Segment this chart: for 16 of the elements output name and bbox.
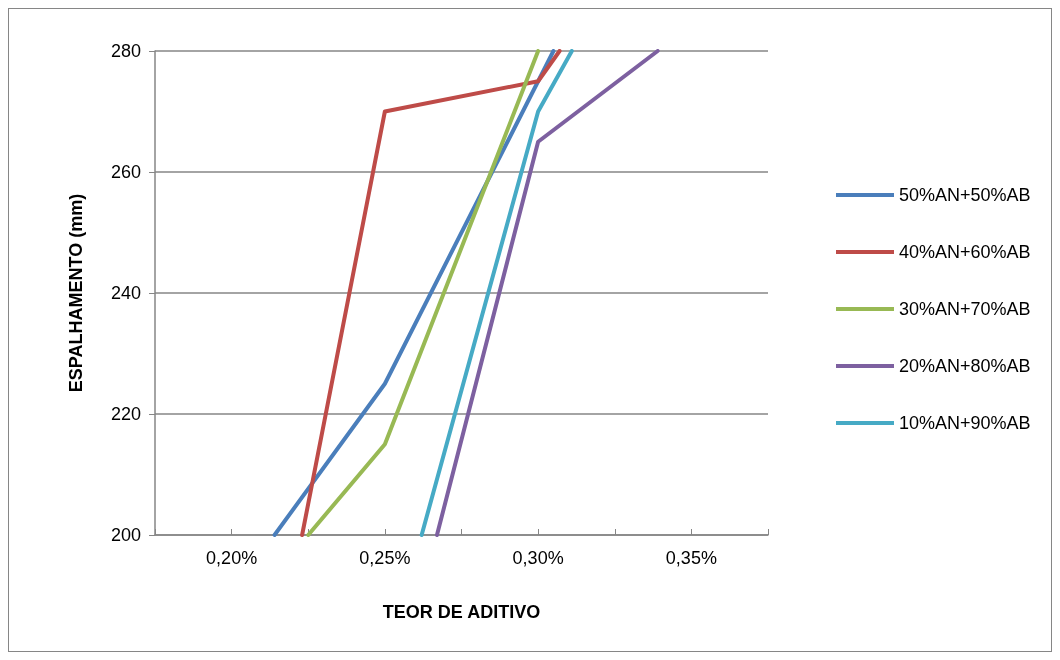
x-tick-label: 0,30% bbox=[512, 548, 564, 568]
legend-label: 30%AN+70%AB bbox=[899, 299, 1031, 319]
x-axis-title: TEOR DE ADITIVO bbox=[382, 602, 541, 622]
x-tick-label: 0,25% bbox=[359, 548, 411, 568]
legend-label: 10%AN+90%AB bbox=[899, 413, 1031, 433]
x-tick-label: 0,35% bbox=[665, 548, 717, 568]
y-tick-label: 220 bbox=[110, 404, 141, 424]
y-tick-label: 200 bbox=[110, 525, 141, 545]
x-tick-label: 0,20% bbox=[206, 548, 258, 568]
legend-label: 20%AN+80%AB bbox=[899, 356, 1031, 376]
y-tick-label: 280 bbox=[110, 41, 141, 61]
legend-label: 40%AN+60%AB bbox=[899, 242, 1031, 262]
y-tick-label: 260 bbox=[110, 162, 141, 182]
y-axis-title: ESPALHAMENTO (mm) bbox=[66, 193, 86, 393]
y-tick-label: 240 bbox=[110, 283, 141, 303]
legend-label: 50%AN+50%AB bbox=[899, 185, 1031, 205]
